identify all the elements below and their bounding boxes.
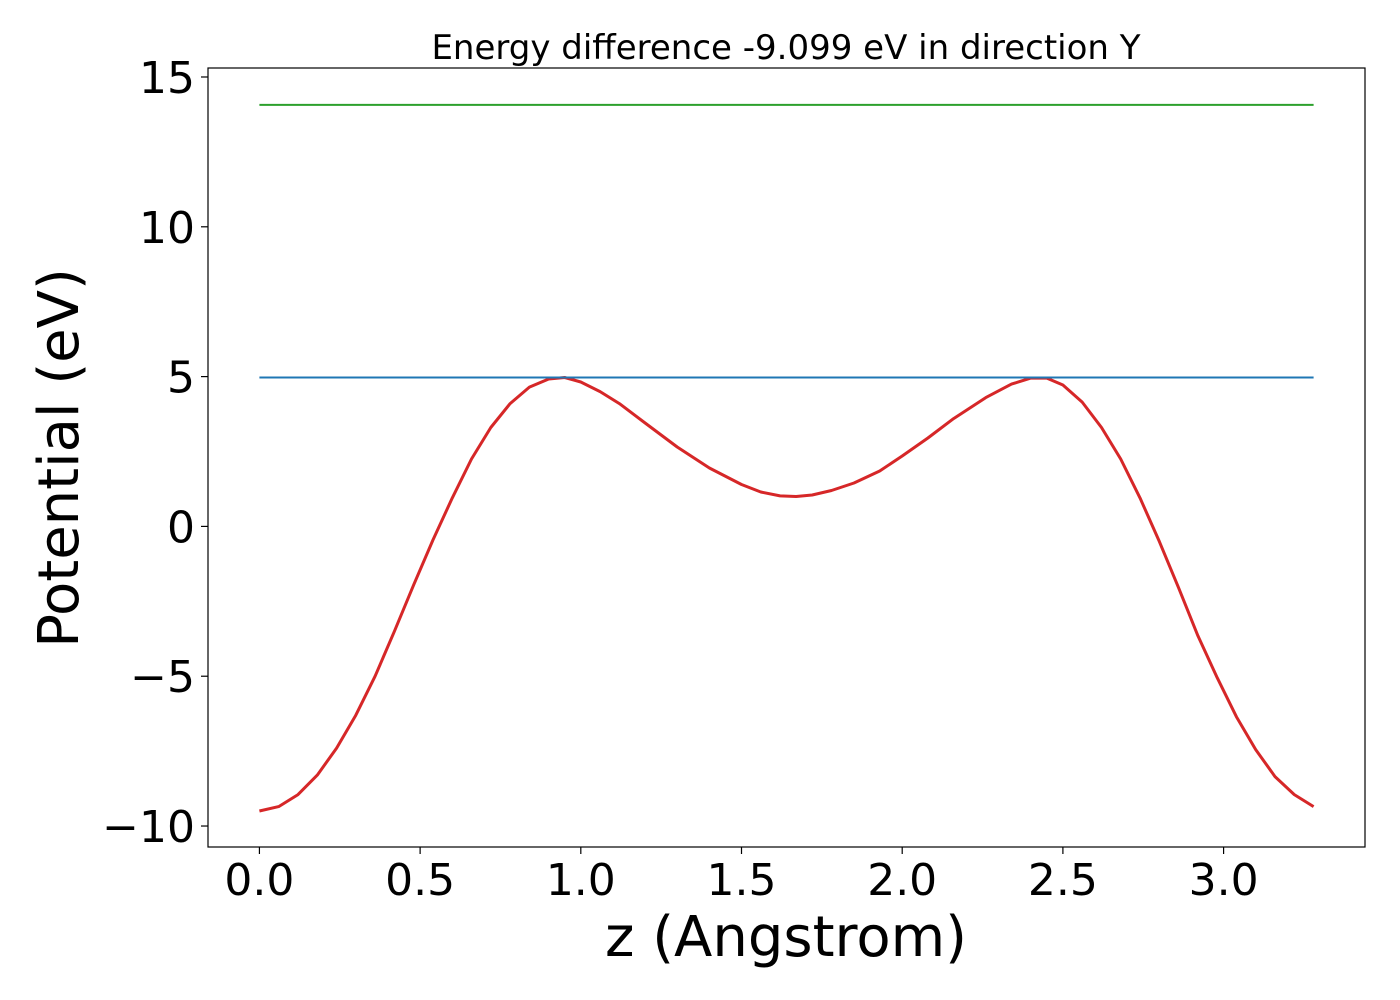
- x-tick-label: 0.5: [385, 855, 455, 906]
- y-axis-label: Potential (eV): [27, 268, 92, 648]
- x-tick-label: 3.0: [1189, 855, 1259, 906]
- x-tick-label: 2.5: [1028, 855, 1098, 906]
- plot-area: 0.0 0.5 1.0 1.5 2.0 2.5 3.0 −10 −5 0 5 10 15: [102, 53, 1366, 906]
- x-tick-label: 1.5: [707, 855, 777, 906]
- x-tick-label: 1.0: [546, 855, 616, 906]
- chart-title: Energy difference -9.099 eV in direction…: [431, 28, 1140, 68]
- plot-frame: [207, 67, 1366, 848]
- y-tick-label: 10: [139, 203, 195, 254]
- y-axis: −10 −5 0 5 10 15: [102, 53, 208, 853]
- x-tick-label: 2.0: [867, 855, 937, 906]
- x-axis: 0.0 0.5 1.0 1.5 2.0 2.5 3.0: [224, 847, 1259, 906]
- series-layer: [259, 103, 1315, 813]
- y-tick-label: 0: [167, 502, 195, 553]
- y-tick-label: 15: [139, 53, 195, 104]
- y-tick-label: −5: [130, 652, 195, 703]
- y-tick-label: −10: [102, 802, 195, 853]
- x-axis-label: z (Angstrom): [605, 905, 967, 970]
- x-tick-label: 0.0: [224, 855, 294, 906]
- series-line-0: [259, 376, 1315, 813]
- y-tick-label: 5: [167, 353, 195, 404]
